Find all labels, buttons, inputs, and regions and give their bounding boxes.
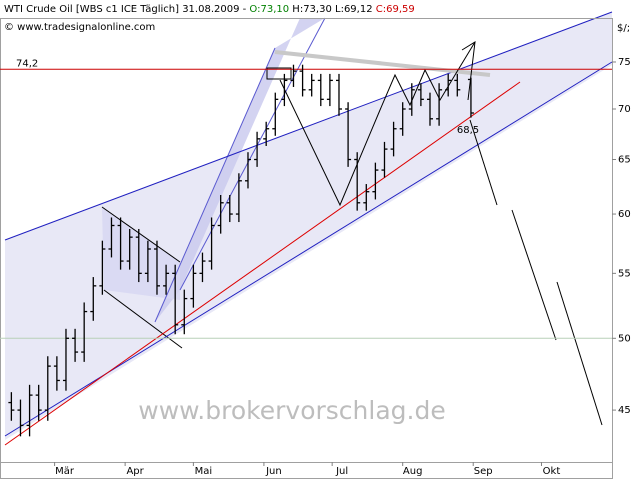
- title-part: H:73,30 L:69,12: [289, 4, 376, 15]
- channel-fill: [5, 12, 612, 440]
- y-unit: $/;: [617, 23, 630, 34]
- title-part: C:69,59: [376, 4, 415, 15]
- level-label: 74,2: [16, 58, 38, 69]
- x-tick-label: Jun: [265, 466, 282, 477]
- x-tick-label: Sep: [474, 466, 493, 477]
- x-tick-label: Apr: [126, 466, 144, 477]
- y-tick-label: 70: [618, 104, 631, 115]
- steep-line: [179, 17, 326, 291]
- x-axis-frame: [0, 462, 613, 479]
- price-bars: [8, 64, 474, 437]
- title-part: WTI Crude Oil [WBS c1 ICE Täglich] 31.08…: [4, 4, 249, 15]
- y-tick-label: 60: [618, 209, 631, 220]
- channel-upper: [4, 11, 613, 241]
- annotation: 68,5: [457, 125, 479, 136]
- x-tick-label: Mär: [55, 466, 75, 477]
- arrow-down: [469, 119, 498, 206]
- arrow-path: [279, 41, 476, 207]
- arrow-down: [556, 281, 603, 426]
- chart-title: WTI Crude Oil [WBS c1 ICE Täglich] 31.08…: [4, 4, 415, 15]
- x-tick-label: Mai: [195, 466, 213, 477]
- watermark: www.brokervorschlag.de: [138, 396, 445, 425]
- resistance-line: [274, 50, 491, 77]
- arrow-down: [511, 209, 557, 341]
- x-tick-label: Aug: [403, 466, 423, 477]
- red-trendline: [4, 81, 521, 446]
- subtitle: © www.tradesignalonline.com: [4, 22, 155, 33]
- y-tick-label: 50: [618, 333, 631, 344]
- y-tick-label: 65: [618, 155, 631, 166]
- x-tick-label: Jul: [335, 466, 348, 477]
- box: [266, 67, 292, 80]
- x-tick-label: Okt: [543, 466, 561, 477]
- y-tick-label: 45: [618, 405, 631, 416]
- y-tick-label: 55: [618, 268, 631, 279]
- steep-channel: [155, 18, 325, 322]
- title-part: O:73,10: [249, 4, 289, 15]
- wedge: [102, 207, 180, 300]
- wedge-line: [101, 206, 181, 263]
- y-tick-label: 75: [618, 57, 631, 68]
